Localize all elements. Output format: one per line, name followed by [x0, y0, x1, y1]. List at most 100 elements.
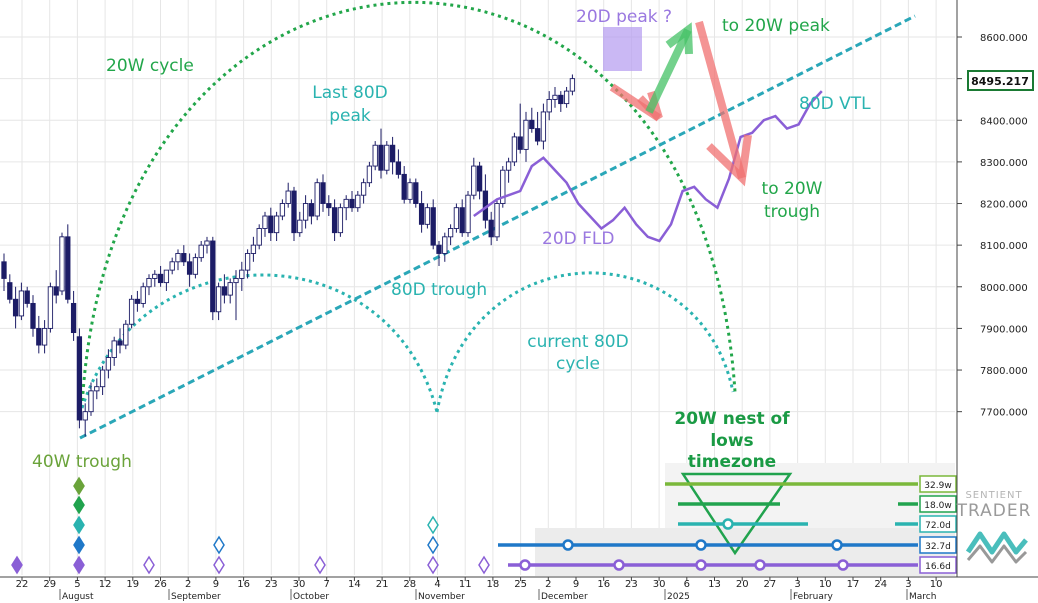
x-tick-label: 16	[237, 579, 250, 590]
month-label: February	[793, 592, 834, 602]
candle-down	[459, 207, 465, 234]
candle-down	[53, 286, 59, 296]
month-label: September	[171, 592, 221, 602]
label-last-80d-peak-1: Last 80D	[312, 83, 388, 103]
candle-down	[268, 215, 274, 234]
x-tick-label: 25	[514, 579, 527, 590]
label-nest-3: timezone	[688, 452, 776, 472]
candle-down	[436, 244, 442, 254]
candle-down	[558, 94, 564, 105]
candle-down	[401, 173, 407, 200]
x-tick-label: 12	[99, 579, 112, 590]
x-tick-label: 2	[545, 579, 551, 590]
candle-up	[471, 165, 477, 196]
candlestick-series	[1, 74, 576, 437]
arrowhead-green	[665, 22, 693, 55]
brand-line1: SENTIENT	[965, 490, 1022, 501]
cycle-label: 32.9w	[924, 481, 951, 491]
candle-up	[41, 327, 48, 346]
candle-down	[24, 290, 30, 304]
candle-down	[308, 203, 315, 217]
month-label: March	[909, 592, 936, 602]
candle-up	[215, 286, 222, 313]
candle-up	[256, 228, 262, 246]
diamond-20d-hollow	[143, 555, 155, 575]
candle-down	[476, 165, 483, 192]
candle-down	[517, 136, 523, 150]
month-label: August	[62, 592, 94, 602]
candle-up	[447, 228, 454, 238]
diamond-20d-hollow	[213, 555, 225, 575]
label-to-20w-trough-2: trough	[764, 202, 820, 222]
label-nest-2: lows	[710, 431, 753, 451]
candle-up	[169, 261, 175, 271]
label-80d-vtl: 80D VTL	[799, 94, 871, 114]
x-tick-label: 10	[930, 579, 943, 590]
y-tick-label: 8100.000	[980, 241, 1028, 252]
diamond-20d-prev	[11, 555, 23, 575]
candle-down	[30, 302, 36, 329]
candle-up	[453, 207, 460, 229]
brand-mark-icon	[965, 531, 1028, 555]
month-label: December	[541, 592, 588, 602]
candle-down	[36, 327, 42, 346]
candle-up	[18, 290, 25, 317]
candle-up	[500, 169, 506, 204]
candle-up	[442, 236, 448, 254]
cycle-label: 72.0d	[925, 521, 951, 531]
x-tick-label: 18	[487, 579, 500, 590]
cycle-label: 18.0w	[924, 501, 951, 511]
label-nest-1: 20W nest of	[674, 409, 790, 429]
candle-up	[407, 182, 413, 200]
candle-up	[152, 273, 158, 279]
x-tick-label: 5	[74, 579, 80, 590]
brand-mark-shadow-icon	[966, 544, 1028, 564]
candle-up	[343, 198, 349, 209]
month-label: November	[418, 592, 465, 602]
label-40w-trough: 40W trough	[32, 452, 132, 472]
candle-up	[523, 119, 529, 150]
candle-up	[111, 340, 117, 359]
candle-up	[424, 207, 431, 225]
label-80d-trough: 80D trough	[391, 280, 487, 300]
candle-up	[82, 411, 88, 421]
candle-up	[105, 357, 112, 371]
x-tick-label: 29	[43, 579, 56, 590]
candle-down	[349, 198, 355, 209]
cycle-label-box	[919, 495, 957, 513]
y-tick-label: 7900.000	[980, 324, 1028, 335]
x-tick-label: 22	[16, 579, 29, 590]
candle-down	[326, 203, 332, 209]
diamond-40d-hollow	[427, 535, 439, 555]
diamond-20d-hollow	[314, 555, 326, 575]
cycle-label: 16.6d	[925, 562, 951, 572]
label-current-80d-1: current 80D	[527, 332, 628, 352]
candle-up	[140, 286, 146, 304]
candle-down	[529, 119, 535, 130]
x-tick-label: 30	[293, 579, 306, 590]
cycle-marker	[837, 559, 849, 571]
cycle-marker	[519, 559, 531, 571]
month-label: October	[293, 592, 329, 602]
y-tick-label: 8200.000	[980, 200, 1028, 211]
candle-up	[233, 278, 239, 284]
label-20d-peak: 20D peak ?	[576, 7, 672, 27]
cycle-marker	[722, 518, 734, 530]
label-last-80d-peak-2: peak	[329, 106, 371, 126]
projection-arrows	[609, 20, 752, 187]
x-tick-label: 19	[126, 579, 139, 590]
candle-down	[12, 298, 19, 317]
x-tick-label: 26	[154, 579, 167, 590]
candle-up	[540, 111, 547, 142]
cycle-marker	[562, 539, 574, 551]
candle-down	[534, 128, 541, 142]
x-tick-label: 3	[905, 579, 911, 590]
candle-up	[227, 282, 233, 296]
candle-up	[146, 278, 152, 288]
candle-up	[47, 286, 54, 329]
candle-down	[7, 282, 13, 300]
cycle-marker	[754, 559, 766, 571]
diamond-20d	[73, 555, 85, 575]
x-tick-label: 9	[573, 579, 579, 590]
candle-up	[372, 144, 378, 167]
